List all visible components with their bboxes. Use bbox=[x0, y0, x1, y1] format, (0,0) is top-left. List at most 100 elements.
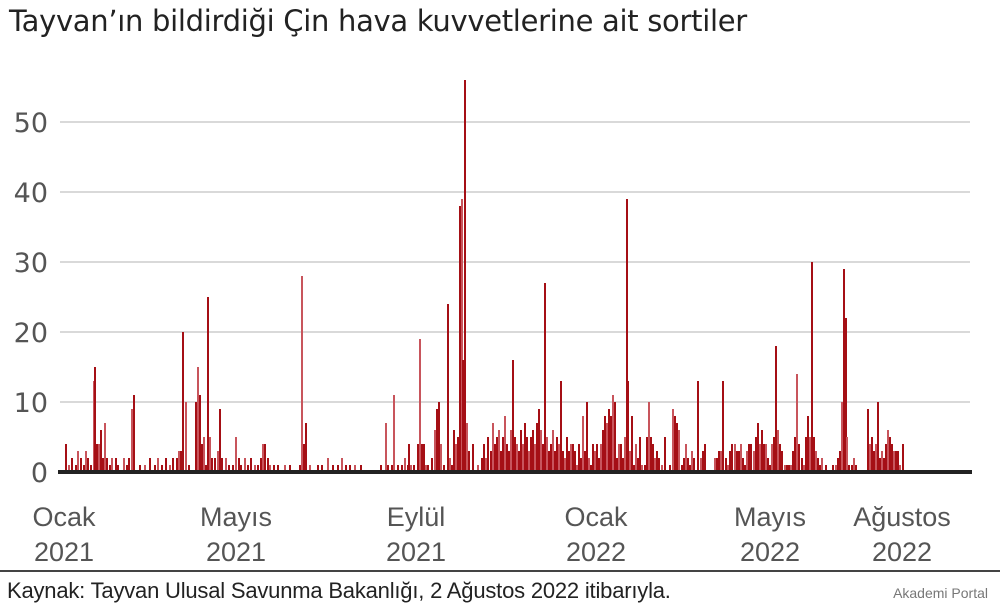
bar bbox=[490, 451, 492, 472]
bar bbox=[477, 465, 479, 472]
bar bbox=[586, 402, 588, 472]
bar bbox=[472, 444, 474, 472]
bar bbox=[809, 437, 811, 472]
bar bbox=[889, 437, 891, 472]
bar bbox=[102, 458, 104, 472]
bar bbox=[254, 465, 256, 472]
bar bbox=[455, 444, 457, 472]
bar bbox=[881, 451, 883, 472]
x-tick-label-year: 2021 bbox=[206, 537, 266, 567]
bar bbox=[652, 444, 654, 472]
x-tick-label-month: Mayıs bbox=[734, 502, 806, 532]
bar bbox=[538, 409, 540, 472]
x-axis-ticks: Ocak 2021 Mayıs 2021 Eylül 2021 Ocak 2022 Mayıs 2… bbox=[32, 502, 950, 567]
bar bbox=[773, 437, 775, 472]
bar bbox=[219, 409, 221, 472]
bar bbox=[506, 444, 508, 472]
bar bbox=[165, 458, 167, 472]
bar bbox=[550, 444, 552, 472]
bar bbox=[790, 465, 792, 472]
bar bbox=[837, 458, 839, 472]
y-tick-label: 40 bbox=[14, 178, 48, 209]
bar bbox=[380, 465, 382, 472]
bar bbox=[618, 444, 620, 472]
bar bbox=[654, 458, 656, 472]
bar bbox=[345, 465, 347, 472]
bar bbox=[520, 430, 522, 472]
bar bbox=[794, 437, 796, 472]
bar bbox=[600, 444, 602, 472]
bar bbox=[729, 451, 731, 472]
bar bbox=[598, 458, 600, 472]
bar bbox=[817, 458, 819, 472]
bar bbox=[646, 437, 648, 472]
bar bbox=[203, 437, 205, 472]
bar bbox=[562, 451, 564, 472]
bar bbox=[197, 367, 199, 472]
bar bbox=[68, 465, 70, 472]
bar bbox=[401, 465, 403, 472]
bar bbox=[576, 465, 578, 472]
bar bbox=[257, 465, 259, 472]
bar bbox=[761, 430, 763, 472]
bar bbox=[731, 444, 733, 472]
bar bbox=[819, 465, 821, 472]
bar bbox=[354, 465, 356, 472]
bar bbox=[267, 458, 269, 472]
bar bbox=[596, 444, 598, 472]
y-tick-label: 20 bbox=[14, 318, 48, 349]
bar bbox=[891, 444, 893, 472]
bar bbox=[111, 458, 113, 472]
bar bbox=[755, 437, 757, 472]
bar bbox=[421, 444, 423, 472]
bar bbox=[875, 444, 877, 472]
bar bbox=[753, 451, 755, 472]
bar bbox=[610, 416, 612, 472]
bar bbox=[524, 423, 526, 472]
bar bbox=[727, 465, 729, 472]
bar bbox=[902, 444, 904, 472]
bar bbox=[80, 458, 82, 472]
bar bbox=[635, 444, 637, 472]
bar bbox=[558, 444, 560, 472]
x-tick-label-month: Ocak bbox=[564, 502, 628, 532]
bar bbox=[848, 465, 850, 472]
bar bbox=[391, 465, 393, 472]
bar bbox=[100, 430, 102, 472]
bar bbox=[397, 465, 399, 472]
bar bbox=[564, 458, 566, 472]
bar bbox=[349, 465, 351, 472]
bar bbox=[209, 437, 211, 472]
bar bbox=[801, 458, 803, 472]
bar bbox=[264, 444, 266, 472]
x-tick-label-month: Eylül bbox=[387, 502, 446, 532]
bar bbox=[417, 444, 419, 472]
bar bbox=[247, 465, 249, 472]
x-tick-label-year: 2021 bbox=[34, 537, 94, 567]
bar bbox=[404, 458, 406, 472]
bar bbox=[514, 437, 516, 472]
bar bbox=[734, 444, 736, 472]
bar bbox=[588, 458, 590, 472]
bar bbox=[453, 430, 455, 472]
bar bbox=[704, 444, 706, 472]
bar bbox=[574, 451, 576, 472]
bar bbox=[309, 465, 311, 472]
x-tick-label-year: 2021 bbox=[386, 537, 446, 567]
bar bbox=[273, 465, 275, 472]
bar bbox=[434, 430, 436, 472]
bar bbox=[821, 458, 823, 472]
bar bbox=[779, 444, 781, 472]
bar bbox=[161, 465, 163, 472]
y-tick-label: 30 bbox=[14, 248, 48, 279]
bar bbox=[788, 465, 790, 472]
bar bbox=[498, 430, 500, 472]
bar bbox=[431, 458, 433, 472]
bar bbox=[805, 437, 807, 472]
bar bbox=[661, 465, 663, 472]
bar bbox=[763, 444, 765, 472]
x-tick-label-month: Ocak bbox=[32, 502, 96, 532]
bar bbox=[781, 451, 783, 472]
bar bbox=[438, 402, 440, 472]
bar bbox=[678, 430, 680, 472]
